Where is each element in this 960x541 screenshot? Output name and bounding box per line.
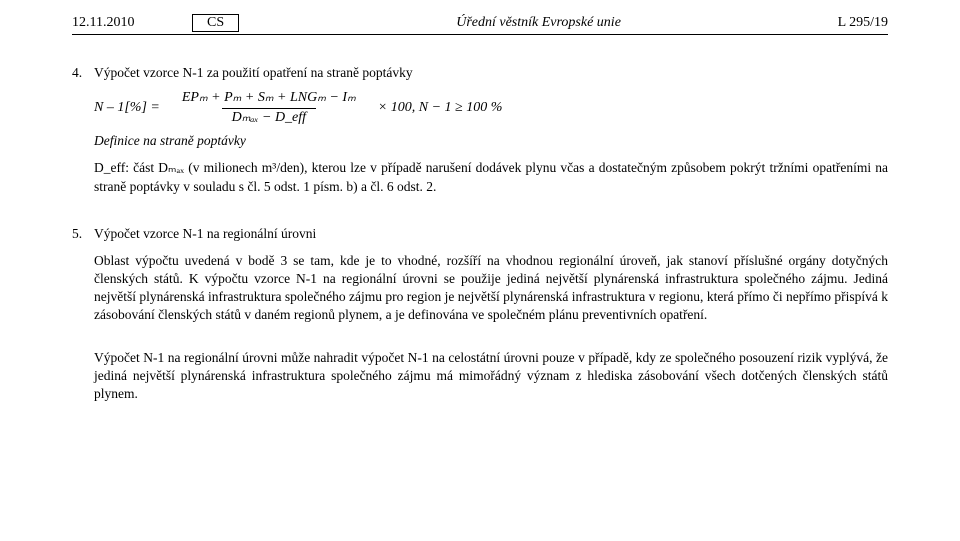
header-pageno: L 295/19	[778, 15, 888, 31]
section-5-num: 5.	[72, 226, 94, 242]
definition-paragraph: D_eff: část Dₘₐₓ (v milionech m³/den), k…	[94, 159, 888, 195]
section-4-heading: 4. Výpočet vzorce N-1 za použití opatřen…	[72, 65, 888, 81]
section-5: 5. Výpočet vzorce N-1 na regionální úrov…	[72, 226, 888, 404]
section-4-title: Výpočet vzorce N-1 za použití opatření n…	[94, 65, 413, 81]
formula-lhs: N – 1[%] =	[94, 100, 160, 116]
section-5-heading: 5. Výpočet vzorce N-1 na regionální úrov…	[72, 226, 888, 242]
section-4: 4. Výpočet vzorce N-1 za použití opatřen…	[72, 65, 888, 196]
formula-n1: N – 1[%] = EPₘ + Pₘ + Sₘ + LNGₘ − Iₘ Dₘₐ…	[94, 91, 888, 125]
section-5-title: Výpočet vzorce N-1 na regionální úrovni	[94, 226, 316, 242]
formula-numerator: EPₘ + Pₘ + Sₘ + LNGₘ − Iₘ	[178, 91, 360, 108]
header-date: 12.11.2010	[72, 15, 192, 31]
page-header: 12.11.2010 CS Úřední věstník Evropské un…	[72, 14, 888, 35]
formula-rhs: × 100, N − 1 ≥ 100 %	[378, 100, 503, 116]
formula-fraction: EPₘ + Pₘ + Sₘ + LNGₘ − Iₘ Dₘₐₓ − D_eff	[178, 91, 360, 125]
header-title: Úřední věstník Evropské unie	[299, 15, 778, 31]
section-4-num: 4.	[72, 65, 94, 81]
section-5-para-2: Výpočet N-1 na regionální úrovni může na…	[94, 349, 888, 404]
section-5-para-1: Oblast výpočtu uvedená v bodě 3 se tam, …	[94, 252, 888, 325]
header-lang: CS	[192, 14, 239, 32]
definition-line: Definice na straně poptávky	[94, 133, 888, 149]
formula-denominator: Dₘₐₓ − D_eff	[222, 108, 316, 126]
